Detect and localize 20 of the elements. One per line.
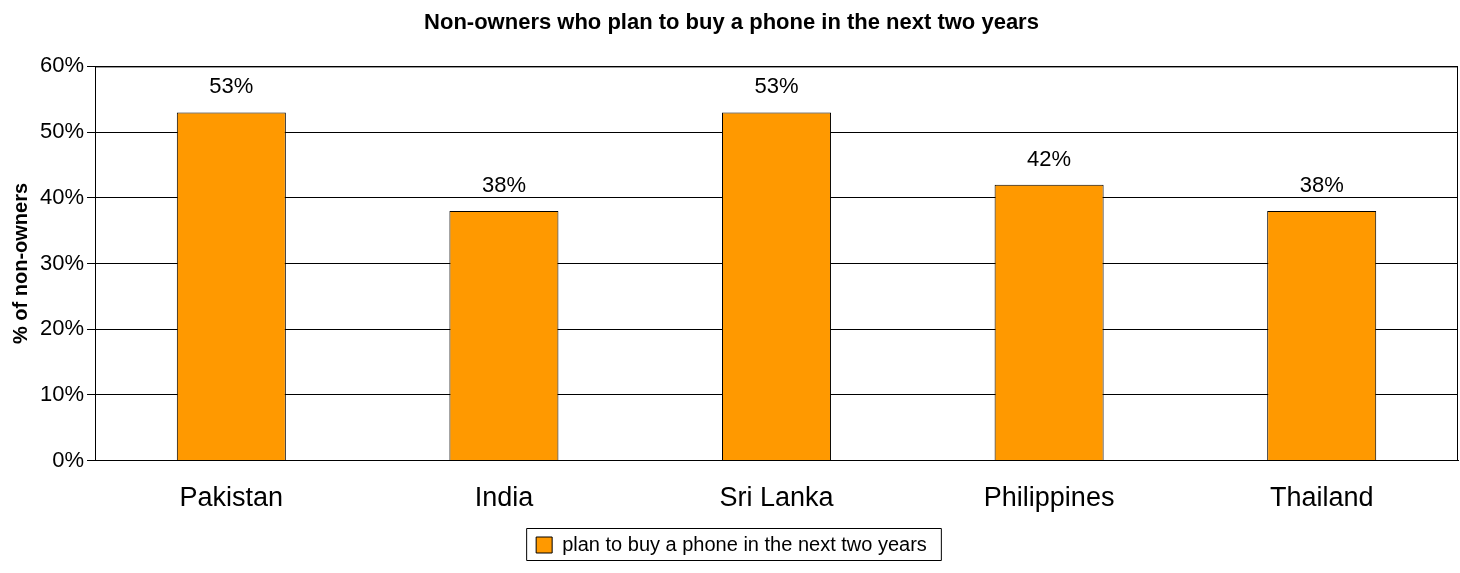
data-label: 38% — [481, 172, 526, 197]
y-axis-title: % of non-owners — [8, 182, 31, 345]
chart-title: Non-owners who plan to buy a phone in the next two years — [424, 9, 1039, 35]
x-tick-label: India — [474, 482, 535, 513]
y-tick-label: 60% — [39, 52, 85, 78]
y-tick-label: 20% — [39, 315, 85, 341]
legend-label: plan to buy a phone in the next two years — [562, 532, 927, 555]
data-label: 53% — [754, 73, 799, 99]
x-tick-label: Thailand — [1269, 482, 1374, 513]
y-tick-label: 0% — [52, 446, 85, 472]
data-label: 42% — [1027, 145, 1072, 171]
x-tick-label: Philippines — [983, 482, 1115, 513]
data-label: 38% — [1299, 172, 1344, 197]
y-tick-label: 40% — [39, 183, 85, 209]
x-tick-label: Sri Lanka — [719, 482, 835, 513]
y-tick-label: 10% — [39, 380, 85, 406]
y-tick-label: 50% — [39, 118, 85, 144]
x-tick-label: Pakistan — [179, 482, 284, 513]
data-label: 53% — [209, 73, 254, 99]
y-tick-label: 30% — [39, 249, 85, 275]
